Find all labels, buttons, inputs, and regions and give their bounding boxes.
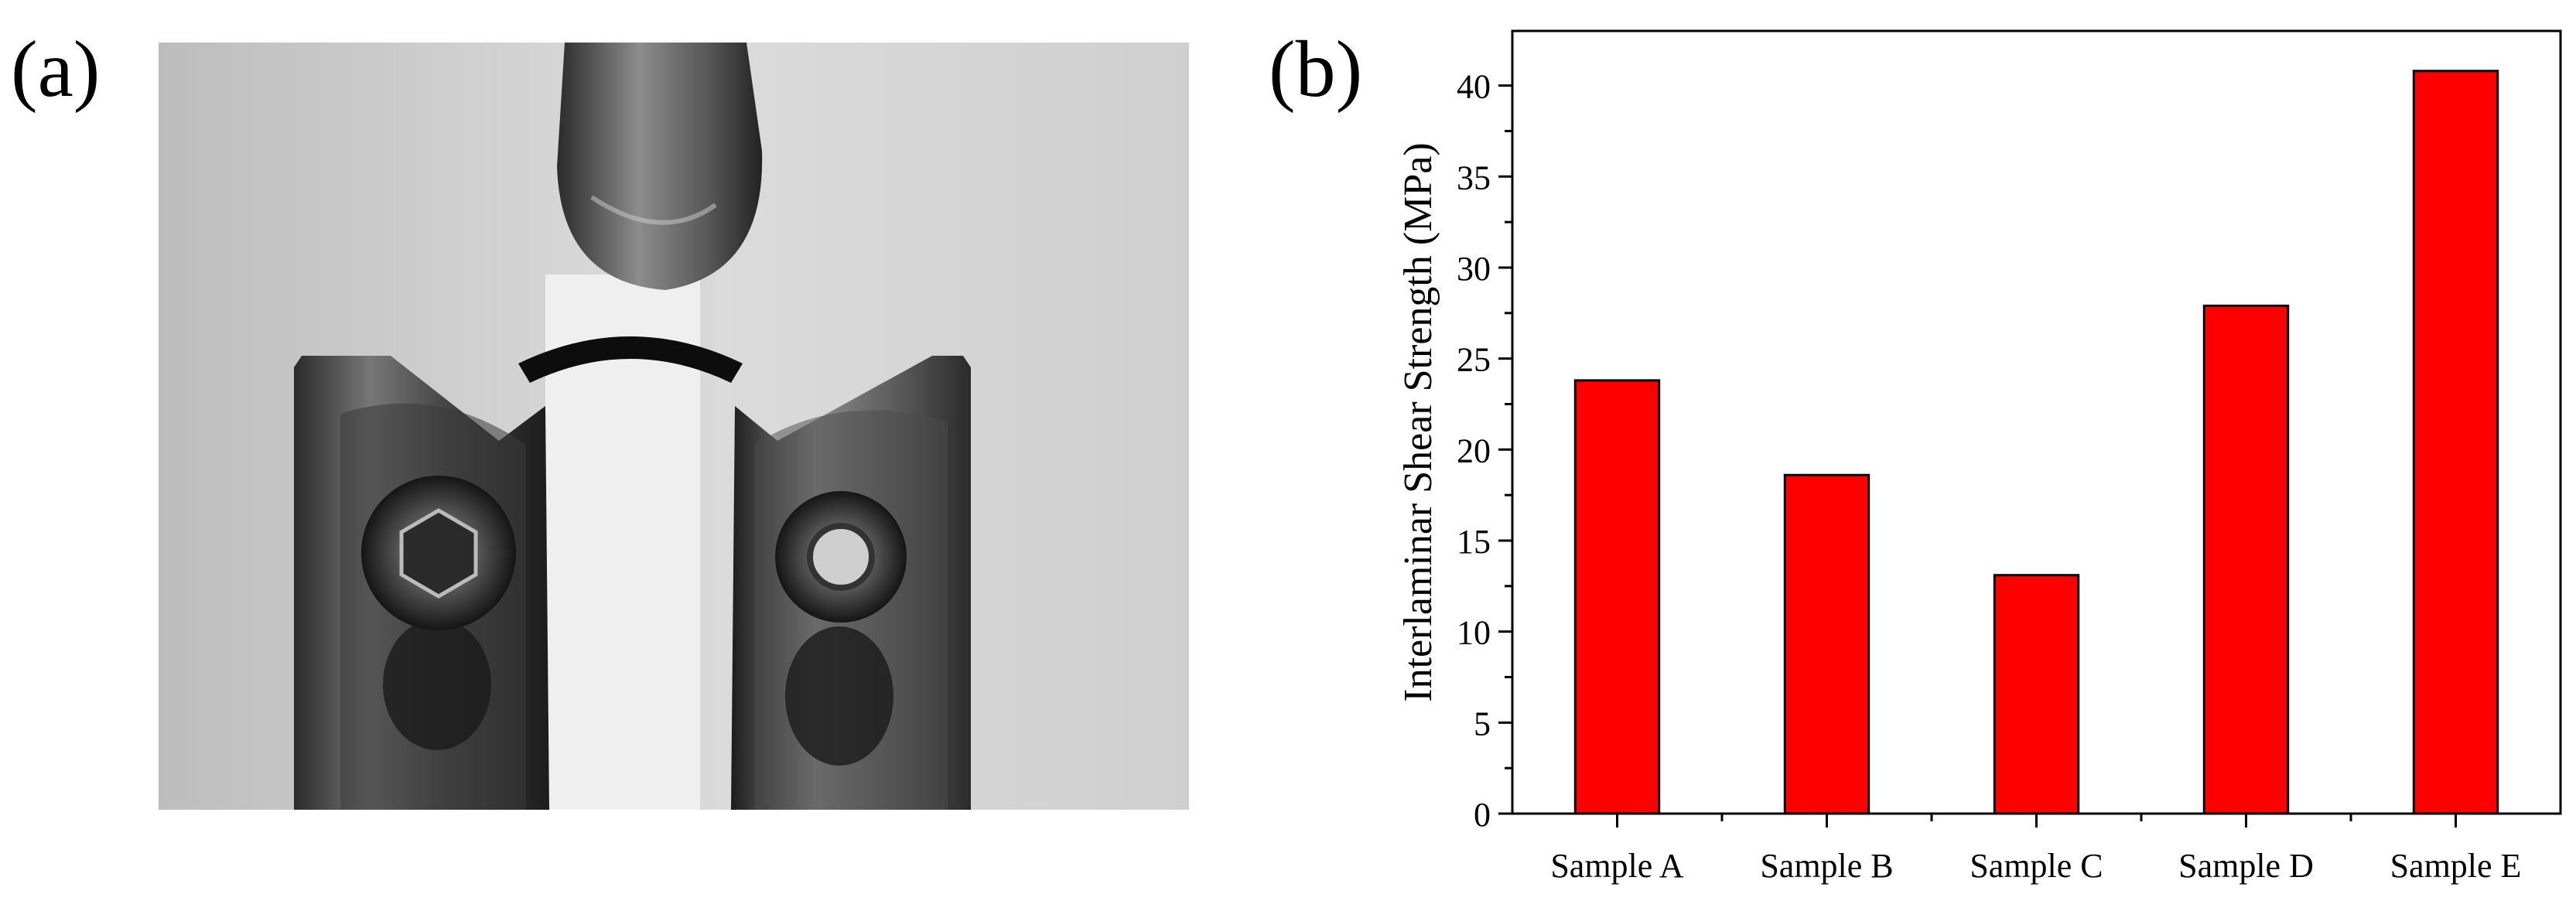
x-tick-label: Sample C <box>1970 847 2103 885</box>
bar-sample-e <box>2412 70 2499 815</box>
x-tick-label: Sample A <box>1550 847 1684 885</box>
y-tick-label: 5 <box>1474 705 1491 742</box>
panel-label-b: (b) <box>1269 25 1363 114</box>
x-axis: Sample A Sample B Sample C Sample D Sample E <box>1550 814 2521 885</box>
y-axis-label: Interlaminar Shear Strength (MPa) <box>1396 142 1440 701</box>
three-point-bending-fixture-photo <box>159 43 1189 810</box>
bars-layer <box>1573 70 2499 815</box>
bar-sample-b <box>1783 473 1871 815</box>
y-tick-label: 25 <box>1457 341 1491 379</box>
bar-sample-d <box>2202 304 2290 815</box>
bar-sample-a <box>1573 379 1661 815</box>
x-tick-label: Sample B <box>1760 847 1893 885</box>
panel-label-a: (a) <box>11 25 101 114</box>
x-tick-label: Sample E <box>2390 847 2522 885</box>
y-axis: 0 5 10 15 20 25 30 35 40 <box>1457 68 1512 834</box>
y-tick-label: 10 <box>1457 614 1491 652</box>
y-tick-label: 35 <box>1457 159 1491 196</box>
bar-sample-c <box>1993 574 2080 815</box>
y-tick-label: 20 <box>1457 432 1491 469</box>
x-tick-label: Sample D <box>2178 847 2314 885</box>
y-tick-label: 0 <box>1474 796 1491 834</box>
y-tick-label: 30 <box>1457 250 1491 288</box>
y-tick-label: 15 <box>1457 523 1491 561</box>
y-tick-label: 40 <box>1457 68 1491 106</box>
